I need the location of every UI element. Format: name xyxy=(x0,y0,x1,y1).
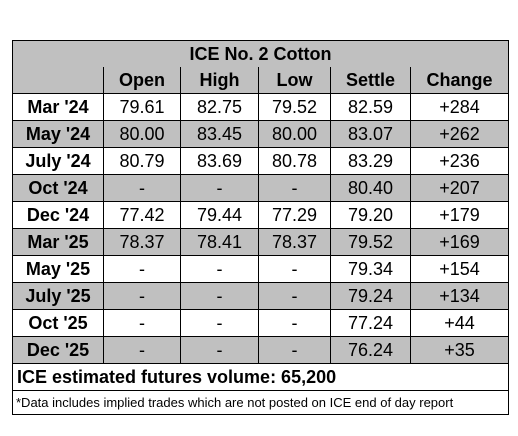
cell: 77.42 xyxy=(103,201,181,229)
cell: +262 xyxy=(409,120,510,148)
cell: - xyxy=(258,309,331,337)
cell: 82.59 xyxy=(330,93,411,121)
cell: - xyxy=(180,282,259,310)
row-label: Oct '24 xyxy=(12,174,104,202)
row-label: May '24 xyxy=(12,120,104,148)
column-header: Low xyxy=(258,67,331,94)
cell: +154 xyxy=(409,255,510,283)
cell: 80.00 xyxy=(258,120,331,148)
cell: 79.52 xyxy=(258,93,331,121)
table-body: ICE No. 2 Cotton Open High Low Settle Change… xyxy=(11,40,510,415)
row-label: Dec '24 xyxy=(12,201,104,229)
cell: 79.34 xyxy=(330,255,411,283)
cell: 80.79 xyxy=(103,147,181,175)
column-header: Change xyxy=(409,67,510,94)
cell: +44 xyxy=(409,309,510,337)
cell: 78.37 xyxy=(103,228,181,256)
cell: - xyxy=(103,309,181,337)
row-label: Dec '25 xyxy=(12,336,104,364)
cell: 83.29 xyxy=(330,147,411,175)
table-title: ICE No. 2 Cotton xyxy=(11,40,510,67)
cell: 79.20 xyxy=(330,201,411,229)
cell: - xyxy=(180,174,259,202)
data-row: Oct '24- - -80.40 +207 xyxy=(12,174,510,202)
column-header: Open xyxy=(103,67,181,94)
cell: 83.69 xyxy=(180,147,259,175)
cell: 77.24 xyxy=(330,309,411,337)
cell: 83.45 xyxy=(180,120,259,148)
cell: 80.78 xyxy=(258,147,331,175)
corner-cell xyxy=(12,67,104,94)
cell: - xyxy=(180,255,259,283)
cell: 80.00 xyxy=(103,120,181,148)
cell: - xyxy=(180,309,259,337)
cell: - xyxy=(103,336,181,364)
cell: 76.24 xyxy=(330,336,411,364)
data-row: July '24 80.79 83.69 80.78 83.29 +236 xyxy=(12,147,510,175)
data-row: Mar '25 78.37 78.41 78.37 79.52 +169 xyxy=(12,228,510,256)
row-label: Mar '24 xyxy=(12,93,104,121)
cell: +207 xyxy=(409,174,510,202)
row-label: July '25 xyxy=(12,282,104,310)
cell: 80.40 xyxy=(330,174,411,202)
cell: - xyxy=(258,174,331,202)
cell: - xyxy=(103,282,181,310)
cell: 79.61 xyxy=(103,93,181,121)
cell: +35 xyxy=(409,336,510,364)
cell: - xyxy=(258,255,331,283)
cell: +134 xyxy=(409,282,510,310)
data-row: Mar '24 79.61 82.75 79.52 82.59 +284 xyxy=(12,93,510,121)
row-label: Oct '25 xyxy=(12,309,104,337)
cell: - xyxy=(258,282,331,310)
cell: +236 xyxy=(409,147,510,175)
cell: 78.37 xyxy=(258,228,331,256)
cell: 83.07 xyxy=(330,120,411,148)
cell: +284 xyxy=(409,93,510,121)
row-label: May '25 xyxy=(12,255,104,283)
cell: 79.44 xyxy=(180,201,259,229)
cell: 79.52 xyxy=(330,228,411,256)
row-label: Mar '25 xyxy=(12,228,104,256)
cell: +169 xyxy=(409,228,510,256)
row-label: July '24 xyxy=(12,147,104,175)
data-row: Dec '24 77.42 79.44 77.29 79.20 +179 xyxy=(12,201,510,229)
data-row: July '25- - -79.24 +134 xyxy=(12,282,510,310)
cell: 79.24 xyxy=(330,282,411,310)
data-row: May '24 80.00 83.45 80.00 83.07 +262 xyxy=(12,120,510,148)
column-header: Settle xyxy=(330,67,411,94)
cell: - xyxy=(103,255,181,283)
cotton-table: ICE No. 2 Cotton Open High Low Settle Change… xyxy=(11,40,510,415)
cell: - xyxy=(258,336,331,364)
data-row: May '25- - -79.34 +154 xyxy=(12,255,510,283)
cell: 78.41 xyxy=(180,228,259,256)
volume-row: ICE estimated futures volume: 65,200 xyxy=(11,363,510,391)
volume-text: ICE estimated futures volume: 65,200 xyxy=(11,363,510,391)
footnote-row: *Data includes implied trades which are … xyxy=(11,390,510,415)
column-header-row: Open High Low Settle Change xyxy=(12,67,510,94)
data-row: Oct '25- - -77.24 +44 xyxy=(12,309,510,337)
cell: 77.29 xyxy=(258,201,331,229)
cell: 82.75 xyxy=(180,93,259,121)
data-row: Dec '25- - -76.24 +35 xyxy=(12,336,510,364)
footnote: *Data includes implied trades which are … xyxy=(11,390,510,415)
cell: +179 xyxy=(409,201,510,229)
column-header: High xyxy=(180,67,259,94)
cell: - xyxy=(103,174,181,202)
title-row: ICE No. 2 Cotton xyxy=(11,40,510,67)
cell: - xyxy=(180,336,259,364)
